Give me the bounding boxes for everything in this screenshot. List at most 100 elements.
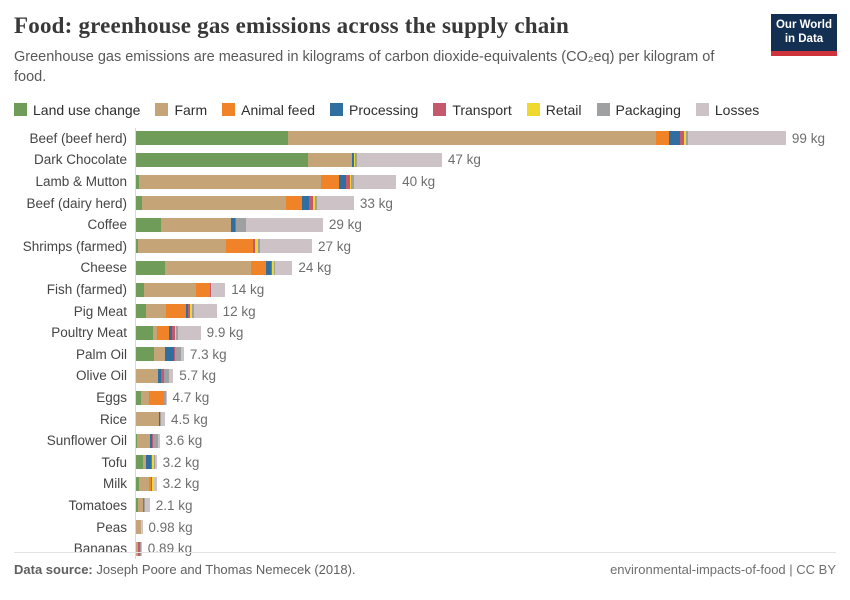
bar-segment-farm[interactable]: [139, 174, 321, 189]
stacked-bar[interactable]: [136, 498, 150, 513]
bar-segment-retail[interactable]: [211, 282, 212, 297]
owid-logo[interactable]: Our World in Data: [771, 14, 837, 56]
bar-segment-farm[interactable]: [142, 196, 286, 211]
bar-segment-processing[interactable]: [157, 368, 161, 383]
bar-segment-packaging[interactable]: [191, 304, 195, 319]
bar-segment-losses[interactable]: [275, 260, 293, 275]
bar-segment-losses[interactable]: [177, 325, 201, 340]
bar-segment-farm[interactable]: [140, 390, 150, 405]
bar-segment-losses[interactable]: [141, 520, 143, 535]
bar-segment-processing[interactable]: [339, 174, 347, 189]
bar-segment-transport[interactable]: [140, 520, 142, 535]
stacked-bar[interactable]: [136, 325, 201, 340]
bar-segment-farm[interactable]: [165, 260, 252, 275]
legend-item-animal-feed[interactable]: Animal feed: [222, 102, 315, 118]
bar-segment-land-use-change[interactable]: [136, 152, 309, 167]
bar-segment-land-use-change[interactable]: [136, 304, 146, 319]
stacked-bar[interactable]: [136, 131, 786, 146]
bar-segment-processing[interactable]: [145, 455, 151, 470]
bar-segment-processing[interactable]: [302, 196, 310, 211]
bar-segment-packaging[interactable]: [236, 217, 247, 232]
bar-segment-transport[interactable]: [309, 196, 314, 211]
bar-segment-packaging[interactable]: [164, 390, 166, 405]
bar-segment-losses[interactable]: [161, 412, 165, 427]
stacked-bar[interactable]: [136, 347, 184, 362]
legend-item-processing[interactable]: Processing: [330, 102, 418, 118]
stacked-bar[interactable]: [136, 239, 313, 254]
bar-segment-losses[interactable]: [212, 282, 226, 297]
legend-item-retail[interactable]: Retail: [526, 102, 582, 118]
bar-segment-packaging[interactable]: [175, 347, 181, 362]
bar-segment-farm[interactable]: [136, 541, 138, 556]
bar-segment-transport[interactable]: [271, 260, 272, 275]
bar-segment-retail[interactable]: [271, 260, 275, 275]
stacked-bar[interactable]: [136, 455, 157, 470]
bar-segment-farm[interactable]: [143, 282, 197, 297]
stacked-bar[interactable]: [136, 476, 157, 491]
bar-segment-packaging[interactable]: [211, 282, 213, 297]
bar-segment-processing[interactable]: [150, 476, 152, 491]
bar-segment-losses[interactable]: [165, 390, 167, 405]
bar-segment-retail[interactable]: [254, 239, 258, 254]
bar-segment-farm[interactable]: [139, 476, 149, 491]
bar-segment-land-use-change[interactable]: [136, 239, 139, 254]
bar-segment-farm[interactable]: [136, 412, 160, 427]
bar-segment-packaging[interactable]: [160, 412, 161, 427]
bar-segment-animal-feed[interactable]: [149, 390, 164, 405]
bar-segment-losses[interactable]: [180, 347, 184, 362]
bar-segment-packaging[interactable]: [314, 196, 318, 211]
bar-segment-farm[interactable]: [138, 239, 227, 254]
bar-segment-packaging[interactable]: [144, 498, 146, 513]
bar-segment-packaging[interactable]: [153, 455, 156, 470]
bar-segment-losses[interactable]: [155, 455, 157, 470]
bar-segment-land-use-change[interactable]: [136, 390, 141, 405]
stacked-bar[interactable]: [136, 541, 142, 556]
stacked-bar[interactable]: [136, 304, 217, 319]
bar-segment-farm[interactable]: [160, 217, 231, 232]
bar-segment-processing[interactable]: [165, 347, 174, 362]
legend-item-packaging[interactable]: Packaging: [596, 102, 681, 118]
bar-segment-land-use-change[interactable]: [136, 282, 144, 297]
bar-segment-retail[interactable]: [152, 455, 154, 470]
bar-segment-processing[interactable]: [352, 152, 354, 167]
bar-segment-farm[interactable]: [152, 325, 158, 340]
bar-segment-transport[interactable]: [143, 498, 145, 513]
bar-segment-land-use-change[interactable]: [136, 498, 139, 513]
bar-segment-farm[interactable]: [153, 347, 166, 362]
bar-segment-packaging[interactable]: [257, 239, 260, 254]
bar-segment-farm[interactable]: [136, 368, 158, 383]
bar-segment-land-use-change[interactable]: [136, 325, 153, 340]
bar-segment-packaging[interactable]: [164, 368, 169, 383]
bar-segment-animal-feed[interactable]: [285, 196, 303, 211]
bar-segment-transport[interactable]: [353, 152, 355, 167]
bar-segment-land-use-change[interactable]: [136, 455, 143, 470]
bar-segment-transport[interactable]: [210, 282, 212, 297]
bar-segment-animal-feed[interactable]: [251, 260, 267, 275]
stacked-bar[interactable]: [136, 368, 174, 383]
legend-item-transport[interactable]: Transport: [433, 102, 512, 118]
bar-segment-retail[interactable]: [190, 304, 192, 319]
bar-segment-packaging[interactable]: [153, 433, 159, 448]
bar-segment-transport[interactable]: [346, 174, 350, 189]
bar-segment-transport[interactable]: [163, 390, 165, 405]
bar-segment-packaging[interactable]: [274, 260, 276, 275]
bar-segment-farm[interactable]: [288, 131, 657, 146]
bar-segment-transport[interactable]: [234, 217, 236, 232]
bar-segment-land-use-change[interactable]: [136, 131, 289, 146]
legend-item-losses[interactable]: Losses: [695, 102, 759, 118]
stacked-bar[interactable]: [136, 174, 397, 189]
bar-segment-processing[interactable]: [231, 217, 235, 232]
bar-segment-land-use-change[interactable]: [136, 433, 137, 448]
bar-segment-land-use-change[interactable]: [136, 476, 139, 491]
bar-segment-losses[interactable]: [688, 131, 786, 146]
stacked-bar[interactable]: [136, 520, 143, 535]
bar-segment-losses[interactable]: [353, 174, 397, 189]
stacked-bar[interactable]: [136, 152, 442, 167]
bar-segment-transport[interactable]: [680, 131, 685, 146]
bar-segment-losses[interactable]: [357, 152, 442, 167]
stacked-bar[interactable]: [136, 412, 165, 427]
bar-segment-packaging[interactable]: [351, 174, 354, 189]
bar-segment-animal-feed[interactable]: [196, 282, 210, 297]
stacked-bar[interactable]: [136, 217, 323, 232]
bar-segment-transport[interactable]: [160, 368, 164, 383]
